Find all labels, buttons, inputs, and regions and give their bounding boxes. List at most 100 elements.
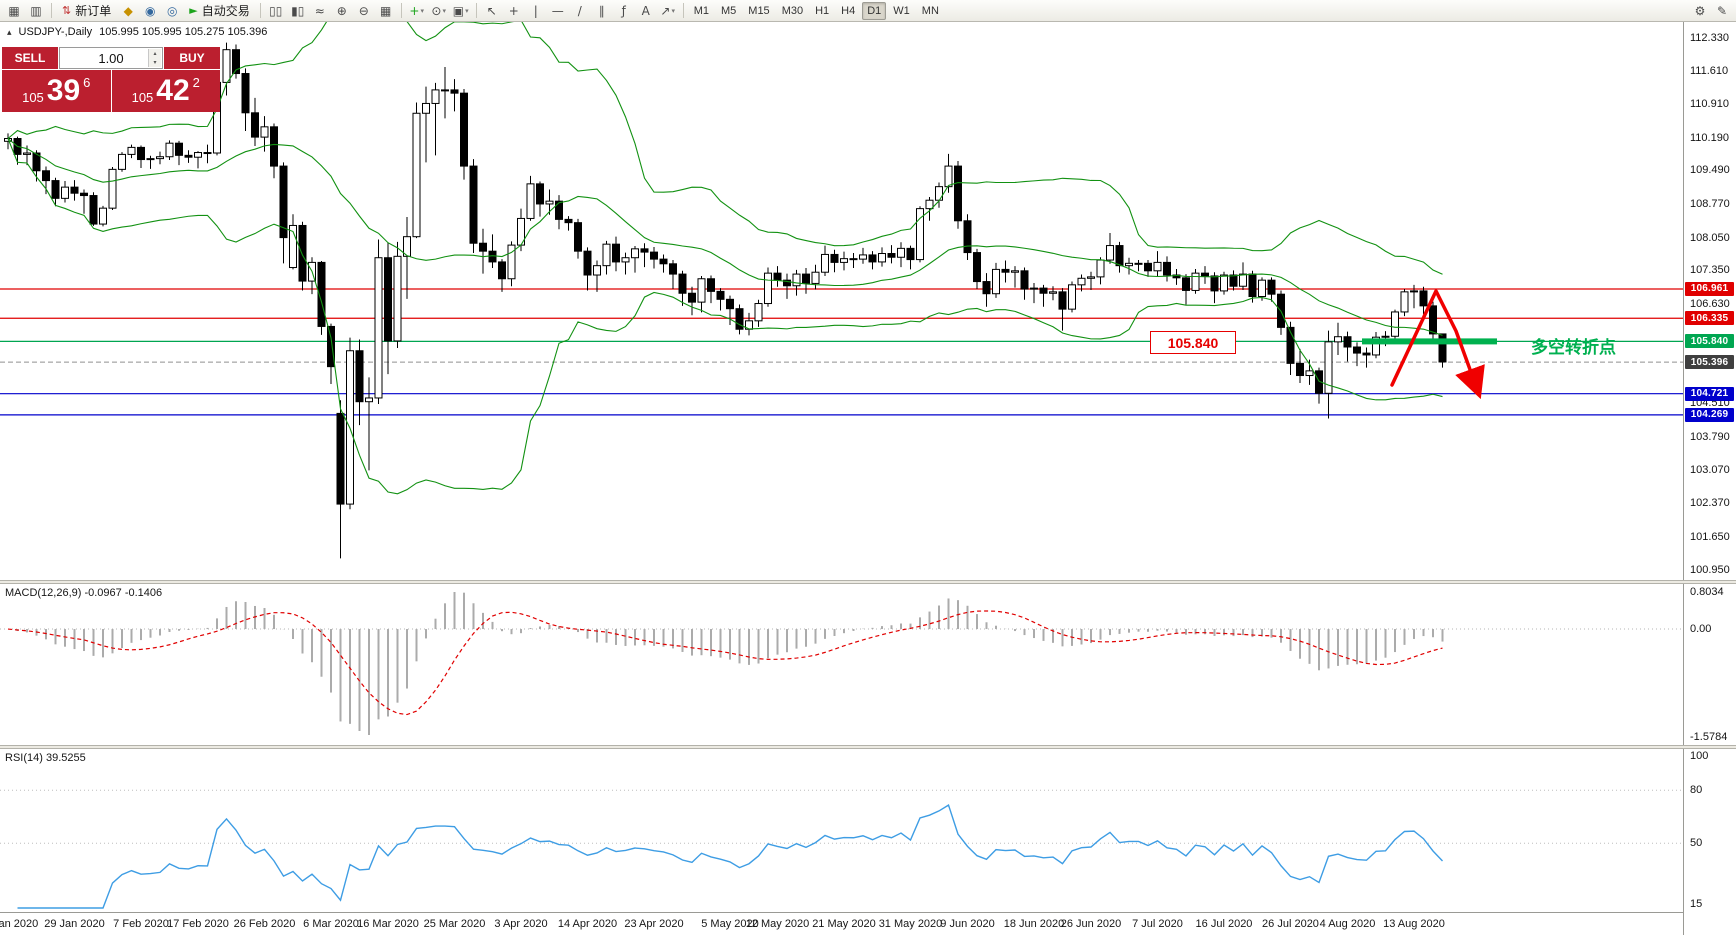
- price-tick-label: 109.490: [1690, 164, 1730, 177]
- timeframe-m15[interactable]: M15: [748, 4, 770, 17]
- date-tick-label: 29 Jan 2020: [44, 918, 105, 930]
- date-tick-label: 26 Jun 2020: [1060, 918, 1122, 930]
- trendline-icon[interactable]: /: [577, 3, 582, 18]
- candlestick-chart-icon[interactable]: ▮▯: [291, 3, 305, 18]
- timeframe-h1[interactable]: H1: [815, 4, 830, 17]
- price-tick-label: 110.190: [1690, 131, 1729, 144]
- price-tag: 105.840: [1685, 334, 1734, 349]
- timeframe-m5[interactable]: M5: [721, 4, 737, 17]
- price-tag: 106.335: [1685, 311, 1734, 326]
- new-chart-icon[interactable]: ▦: [8, 3, 20, 18]
- arrows-icon[interactable]: ↗ ▾: [660, 3, 675, 18]
- settings-icon[interactable]: ⚙: [1694, 3, 1706, 18]
- zoom-in-icon[interactable]: ⊕: [336, 3, 347, 18]
- periods-icon-caret[interactable]: ▾: [442, 6, 446, 15]
- sell-price-big: 39: [46, 74, 81, 107]
- buy-price-button[interactable]: 105 42 2: [111, 70, 220, 112]
- date-tick-label: 16 Jul 2020: [1195, 918, 1253, 930]
- date-tick-label: 7 Feb 2020: [113, 918, 169, 930]
- new-order-button[interactable]: ⇅ 新订单: [56, 2, 117, 20]
- periods-icon[interactable]: ⊙ ▾: [431, 3, 446, 18]
- panel-resize-handle-macd[interactable]: [0, 580, 1736, 584]
- vertical-line-icon[interactable]: |: [533, 3, 538, 18]
- buy-price-pip: 2: [192, 75, 200, 90]
- line-chart-icon[interactable]: ≈: [314, 3, 325, 18]
- volume-input[interactable]: 1.00 ▴ ▾: [59, 47, 163, 69]
- date-tick-label: 5 May 2020: [701, 918, 759, 930]
- date-tick-label: 7 Jul 2020: [1132, 918, 1183, 930]
- price-chart[interactable]: [0, 22, 1683, 580]
- rsi-scale-max: 100: [1690, 750, 1709, 762]
- market-watch-icon[interactable]: ◉: [144, 3, 156, 18]
- rsi-panel-chart[interactable]: [0, 749, 1683, 912]
- chart-ohlc-values: 105.995 105.995 105.275 105.396: [99, 26, 268, 38]
- price-tag: 104.269: [1685, 407, 1734, 422]
- toolbar-separator: [475, 3, 477, 18]
- new-order-button-icon: ⇅: [62, 4, 72, 17]
- text-icon[interactable]: A: [641, 3, 650, 18]
- buy-price-prefix: 105: [131, 90, 154, 105]
- metaeditor-icon[interactable]: ◆: [123, 3, 133, 18]
- tile-windows-icon[interactable]: ▦: [380, 3, 392, 18]
- zoom-out-icon[interactable]: ⊖: [358, 3, 369, 18]
- price-tick-label: 108.770: [1690, 197, 1730, 210]
- macd-scale-zero: 0.00: [1690, 623, 1712, 636]
- volume-up-button[interactable]: ▴: [149, 49, 161, 58]
- timeframe-d1[interactable]: D1: [862, 1, 887, 20]
- turning-point-label: 多空转折点: [1531, 338, 1616, 357]
- cursor-icon[interactable]: ↖: [486, 3, 497, 18]
- indicators-icon[interactable]: + ▾: [409, 3, 424, 18]
- horizontal-line-icon[interactable]: —: [551, 3, 564, 18]
- date-tick-label: 3 Apr 2020: [494, 918, 548, 930]
- indicators-icon-caret[interactable]: ▾: [420, 6, 424, 15]
- date-tick-label: 6 Mar 2020: [303, 918, 359, 930]
- navigator-icon[interactable]: ◎: [166, 3, 178, 18]
- profiles-icon[interactable]: ▥: [30, 3, 42, 18]
- toolbar-separator: [259, 3, 261, 18]
- rsi-level-50: 50: [1690, 837, 1703, 850]
- one-click-collapse-icon[interactable]: ▴: [7, 26, 12, 37]
- panel-resize-handle-rsi[interactable]: [0, 745, 1736, 749]
- price-tick-label: 103.790: [1690, 430, 1730, 443]
- arrows-icon-caret[interactable]: ▾: [671, 6, 675, 15]
- date-tick-label: 14 Apr 2020: [557, 918, 618, 930]
- timeframe-h4[interactable]: H4: [841, 4, 856, 17]
- timeframe-w1[interactable]: W1: [893, 4, 910, 17]
- price-level-callout[interactable]: 105.840: [1150, 331, 1236, 354]
- price-tick-label: 101.650: [1690, 530, 1730, 543]
- date-tick-label: 17 Feb 2020: [167, 918, 229, 930]
- channel-icon[interactable]: ∥: [598, 3, 605, 18]
- templates-icon-caret[interactable]: ▾: [465, 6, 469, 15]
- templates-icon[interactable]: ▣ ▾: [452, 3, 469, 18]
- rsi-level-80: 80: [1690, 784, 1703, 797]
- volume-value: 1.00: [98, 50, 124, 66]
- buy-button[interactable]: BUY: [164, 47, 220, 69]
- chart-ohlc-line: ▴ USDJPY-,Daily 105.995 105.995 105.275 …: [7, 26, 267, 38]
- price-tick-label: 110.910: [1690, 97, 1729, 110]
- auto-trading-button[interactable]: ► 自动交易: [183, 2, 255, 20]
- bar-chart-icon[interactable]: ▯▯: [269, 3, 283, 18]
- timeframe-m1[interactable]: M1: [693, 4, 709, 17]
- edit-icon[interactable]: ✎: [1716, 3, 1728, 18]
- fibonacci-icon[interactable]: ƒ: [621, 3, 626, 18]
- timeframe-m30[interactable]: M30: [781, 4, 804, 17]
- price-tag: 104.721: [1685, 386, 1734, 401]
- date-tick-label: 23 Apr 2020: [624, 918, 684, 930]
- macd-panel-chart[interactable]: [0, 584, 1683, 745]
- price-tick-label: 103.070: [1690, 464, 1730, 477]
- toolbar-separator: [400, 3, 402, 18]
- price-scale[interactable]: 112.330 111.610 110.910 110.190 109.490 108.7…: [1684, 0, 1736, 950]
- sell-button[interactable]: SELL: [2, 47, 58, 69]
- new-order-button-label: 新订单: [75, 4, 112, 18]
- crosshair-icon[interactable]: +: [508, 3, 519, 18]
- date-tick-label: 12 May 2020: [745, 918, 810, 930]
- price-tick-label: 111.610: [1690, 65, 1729, 78]
- auto-trading-button-icon: ►: [189, 4, 198, 17]
- sell-price-button[interactable]: 105 39 6: [2, 70, 111, 112]
- timeframe-mn[interactable]: MN: [921, 4, 939, 17]
- price-tag: 106.961: [1685, 281, 1734, 296]
- chart-symbol-period: USDJPY-,Daily: [18, 26, 93, 38]
- rsi-indicator-label: RSI(14) 39.5255: [5, 752, 86, 764]
- volume-down-button[interactable]: ▾: [149, 58, 161, 67]
